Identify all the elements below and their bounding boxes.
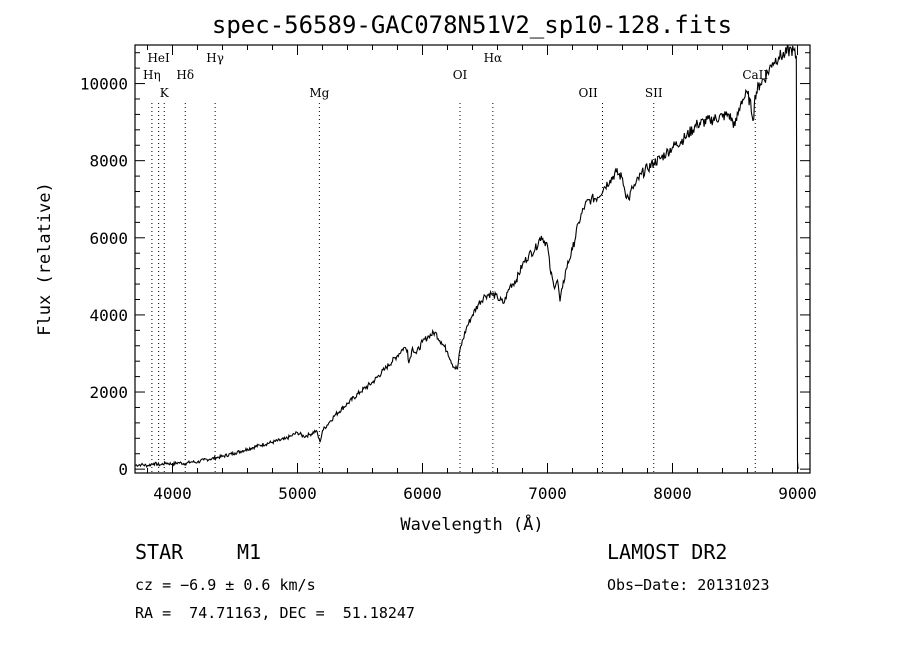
spectral-line-label: HeI bbox=[147, 51, 170, 65]
plot-frame bbox=[134, 44, 811, 474]
y-axis-ticks: 0 2000 4000 6000 8000 10000 bbox=[80, 52, 810, 479]
x-axis-ticks: 4000 5000 6000 7000 8000 9000 bbox=[147, 45, 817, 503]
spectral-line-label: Hη bbox=[143, 68, 161, 82]
y-tick-label: 10000 bbox=[80, 75, 128, 94]
spectral-line-label: CaII bbox=[742, 68, 768, 82]
spectral-line-label: Hα bbox=[484, 51, 503, 65]
y-axis-label: Flux (relative) bbox=[35, 182, 55, 336]
y-tick-label: 2000 bbox=[89, 383, 128, 402]
spectral-line-label: OI bbox=[453, 68, 468, 82]
x-tick-label: 7000 bbox=[528, 484, 567, 503]
x-tick-label: 8000 bbox=[653, 484, 692, 503]
y-tick-label: 4000 bbox=[89, 306, 128, 325]
spectral-line-label: SII bbox=[645, 86, 663, 100]
x-tick-label: 6000 bbox=[403, 484, 442, 503]
spectral-line-label: Hδ bbox=[176, 68, 194, 82]
object-class: STAR bbox=[135, 540, 184, 564]
spectrum-line bbox=[134, 45, 799, 470]
spectral-line-label: K bbox=[160, 86, 170, 100]
spectral-line-labels: Hη HeI K Hδ Hγ Mg OI Hα OII SII CaII bbox=[143, 51, 768, 100]
y-tick-label: 8000 bbox=[89, 152, 128, 171]
redshift-cz: cz = −6.9 ± 0.6 km/s bbox=[135, 576, 316, 594]
observation-date: Obs−Date: 20131023 bbox=[607, 576, 770, 594]
x-axis-label: Wavelength (Å) bbox=[400, 513, 543, 535]
chart-title: spec-56589-GAC078N51V2_sp10-128.fits bbox=[212, 11, 732, 39]
spectral-line-label: Hγ bbox=[206, 51, 224, 65]
x-tick-label: 5000 bbox=[278, 484, 317, 503]
spectral-line-label: Mg bbox=[309, 86, 329, 100]
x-tick-label: 9000 bbox=[778, 484, 817, 503]
object-subclass: M1 bbox=[237, 540, 262, 564]
y-tick-label: 6000 bbox=[89, 229, 128, 248]
spectral-line-label: OII bbox=[578, 86, 598, 100]
x-tick-label: 4000 bbox=[153, 484, 192, 503]
survey-name: LAMOST DR2 bbox=[607, 540, 728, 564]
y-tick-label: 0 bbox=[118, 460, 128, 479]
coordinates: RA = 74.71163, DEC = 51.18247 bbox=[135, 604, 415, 622]
line-markers bbox=[151, 103, 756, 473]
